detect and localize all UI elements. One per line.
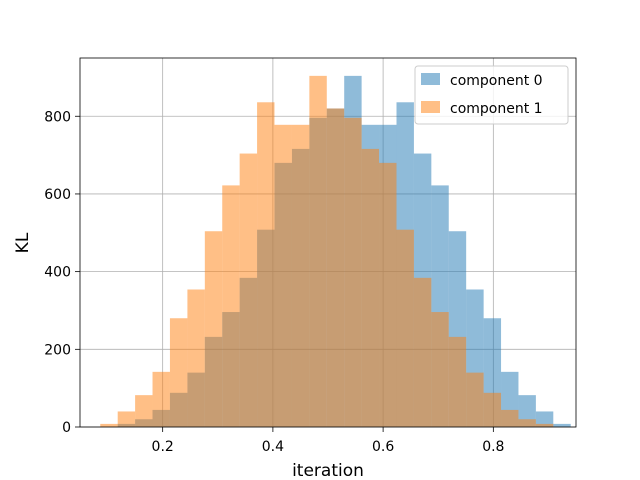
histogram-bar-component-1 [535,423,554,427]
histogram-bars [100,75,571,428]
legend: component 0 component 1 [414,65,569,125]
axis-ticks: 0.2 0.4 0.6 0.8 0 200 400 600 800 [44,109,504,455]
histogram-bar-component-1 [431,312,449,427]
histogram-bar-component-1 [169,318,188,427]
histogram-bar-component-1 [239,153,258,427]
histogram-bar-component-1 [483,392,502,427]
histogram-bar-component-1 [466,372,484,427]
histogram-bar-component-1 [152,371,170,427]
histogram-bar-component-1 [257,102,275,427]
histogram-bar-component-1 [100,423,118,427]
histogram-bar-component-1 [274,124,292,428]
histogram-bar-component-1 [448,336,467,427]
legend-label-component-1: component 1 [450,101,543,117]
y-tick-label: 0 [62,420,71,436]
histogram-bar-component-1 [187,289,205,427]
legend-label-component-0: component 0 [450,73,543,89]
y-tick-label: 600 [44,187,71,203]
histogram-bar-component-1 [379,162,397,427]
histogram-bar-component-1 [291,124,310,428]
y-axis-title: KL [13,232,33,253]
x-tick-label: 0.4 [262,439,284,455]
legend-swatch-component-0 [421,73,440,85]
legend-swatch-component-1 [421,101,440,113]
histogram-bar-component-1 [326,108,345,427]
histogram-bar-component-0 [518,395,536,427]
y-tick-label: 800 [44,109,71,125]
y-tick-label: 400 [44,265,71,281]
histogram-bar-component-1 [222,185,240,427]
histogram-bar-component-1 [518,419,536,427]
plot-frame [79,57,577,428]
x-tick-label: 0.6 [372,439,394,455]
y-tick-label: 200 [44,342,71,358]
histogram-bar-component-1 [204,231,223,427]
x-axis-title: iteration [292,461,364,480]
histogram-bar-component-1 [396,229,414,427]
histogram-bar-component-1 [344,117,362,428]
histogram-bar-component-1 [309,75,327,427]
histogram-bar-component-1 [117,411,136,427]
histogram-bar-component-0 [553,423,571,427]
histogram-bar-component-1 [361,148,380,427]
histogram-bar-component-0 [535,411,554,427]
histogram-bar-component-1 [413,277,432,427]
histogram-bar-component-1 [501,409,519,427]
x-tick-label: 0.8 [482,439,504,455]
histogram-bar-component-1 [135,395,153,427]
x-tick-label: 0.2 [152,439,174,455]
legend-box [414,65,569,125]
